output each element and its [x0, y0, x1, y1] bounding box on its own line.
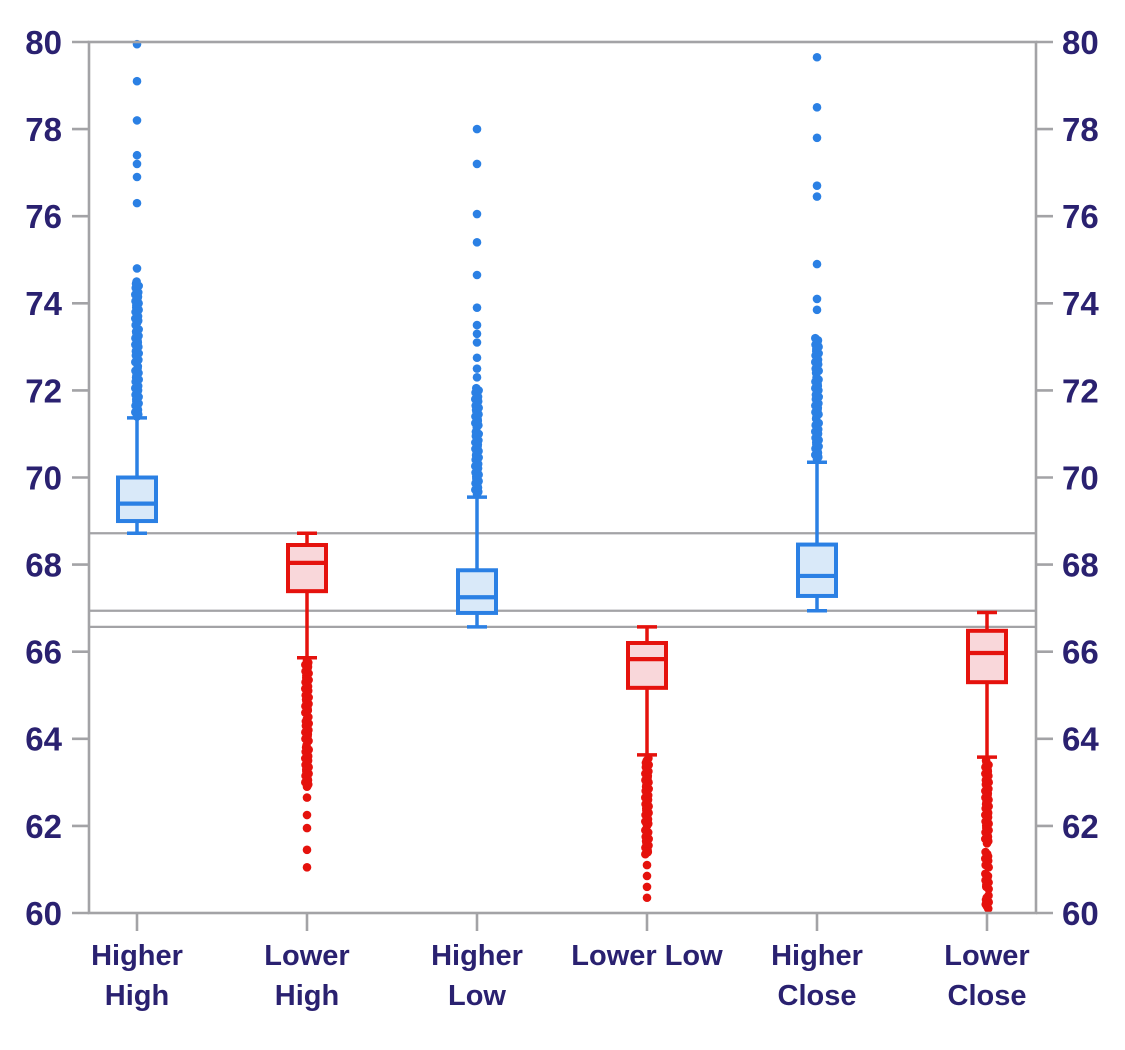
x-axis: Higher High Lower High Higher Low Lower Low Hig…	[91, 913, 1030, 1012]
x-category-label: High	[275, 980, 339, 1012]
outlier-dot	[812, 133, 822, 143]
y-tick-label-right: 70	[1062, 459, 1099, 496]
x-category-label: Close	[778, 980, 857, 1012]
x-category-label: Low	[448, 980, 506, 1012]
y-tick-label-right: 64	[1062, 721, 1099, 758]
outlier-dot	[472, 303, 482, 312]
reference-lines	[89, 532, 1036, 628]
outlier-dot	[472, 364, 482, 373]
outlier-dot	[132, 159, 142, 169]
iqr-box	[626, 640, 668, 690]
outlier-dot	[472, 124, 482, 134]
y-tick-label-left: 70	[25, 459, 62, 496]
outlier-dot	[302, 823, 312, 833]
outlier-dot	[812, 181, 822, 191]
y-tick-label-left: 72	[25, 372, 62, 409]
outlier-dot	[472, 373, 482, 382]
iqr-box	[286, 543, 328, 594]
y-tick-label-left: 62	[25, 808, 62, 845]
y-tick-label-right: 80	[1062, 24, 1099, 61]
outlier-dot	[132, 198, 142, 208]
outlier-dots	[302, 793, 312, 872]
y-tick-label-left: 80	[25, 24, 62, 61]
iqr-box	[966, 628, 1008, 685]
outlier-dot	[812, 192, 822, 201]
y-tick-label-right: 74	[1062, 285, 1099, 322]
x-category-label: High	[105, 980, 169, 1012]
outlier-dot	[812, 305, 822, 315]
outlier-dot	[472, 209, 482, 219]
iqr-box	[796, 542, 838, 598]
outlier-dot	[812, 259, 822, 269]
y-tick-label-right: 68	[1062, 546, 1099, 583]
y-tick-label-right: 78	[1062, 111, 1099, 148]
y-tick-label-right: 60	[1062, 895, 1099, 932]
y-tick-label-left: 68	[25, 546, 62, 583]
x-category-label: Lower	[264, 940, 349, 972]
y-tick-label-left: 64	[25, 721, 62, 758]
y-tick-label-left: 66	[25, 634, 62, 671]
y-tick-label-left: 74	[25, 285, 62, 322]
outlier-dot	[472, 329, 482, 339]
outlier-dots	[812, 52, 822, 315]
box-group-lower-low	[626, 625, 668, 903]
box-group-lower-high	[286, 531, 328, 872]
plot-frame	[87, 40, 1038, 915]
outlier-dot	[472, 238, 482, 247]
y-tick-label-right: 66	[1062, 634, 1099, 671]
outlier-dot	[132, 264, 142, 273]
x-category-label: Lower Low	[571, 940, 723, 972]
outlier-dot	[302, 862, 312, 872]
box-group-lower-close	[966, 610, 1008, 913]
outlier-dot	[132, 116, 142, 125]
outlier-dense-column	[471, 383, 483, 499]
y-tick-label-left: 76	[25, 198, 62, 235]
y-tick-label-left: 60	[25, 895, 62, 932]
outlier-dots	[472, 124, 482, 382]
outlier-dot	[472, 159, 482, 169]
outlier-dense-column	[981, 756, 993, 913]
outlier-dot	[472, 353, 482, 363]
outlier-dense-column	[131, 277, 143, 421]
outlier-dot	[472, 338, 482, 347]
iqr-box	[116, 475, 158, 524]
y-tick-label-right: 72	[1062, 372, 1099, 409]
outlier-dot	[642, 893, 652, 903]
outlier-dense-column	[301, 656, 313, 792]
outlier-dot	[472, 320, 482, 330]
x-category-label: Higher	[91, 940, 183, 972]
outlier-dense-column	[641, 754, 653, 859]
box-group-higher-low	[456, 124, 498, 629]
box-group-higher-close	[796, 52, 838, 613]
outlier-dot	[642, 882, 652, 892]
outlier-dot	[132, 172, 142, 182]
y-tick-label-left: 78	[25, 111, 62, 148]
outlier-dot	[302, 810, 312, 820]
y-tick-label-right: 76	[1062, 198, 1099, 235]
box-group-higher-high	[116, 39, 158, 535]
y-axes: 60 60 62 62 64 64 66 66 68 68 70 70 72 72 74 74 76 76 78 78…	[25, 24, 1099, 932]
outlier-dot	[302, 845, 312, 855]
x-category-label: Lower	[944, 940, 1029, 972]
x-category-label: Higher	[771, 940, 863, 972]
outlier-dots	[132, 39, 142, 273]
outlier-dot	[642, 871, 652, 881]
outlier-dot	[642, 860, 652, 870]
outlier-dot	[812, 103, 822, 112]
iqr-box	[456, 568, 498, 615]
outlier-dot	[812, 294, 822, 304]
outlier-dot	[132, 150, 142, 160]
outlier-dots	[642, 860, 652, 903]
y-tick-label-right: 62	[1062, 808, 1099, 845]
x-category-label: Close	[948, 980, 1027, 1012]
x-category-label: Higher	[431, 940, 523, 972]
outlier-dot	[132, 76, 142, 86]
outlier-dot	[302, 793, 312, 802]
outlier-dot	[812, 52, 822, 62]
outlier-dot	[472, 270, 482, 280]
outlier-dense-column	[811, 333, 823, 464]
